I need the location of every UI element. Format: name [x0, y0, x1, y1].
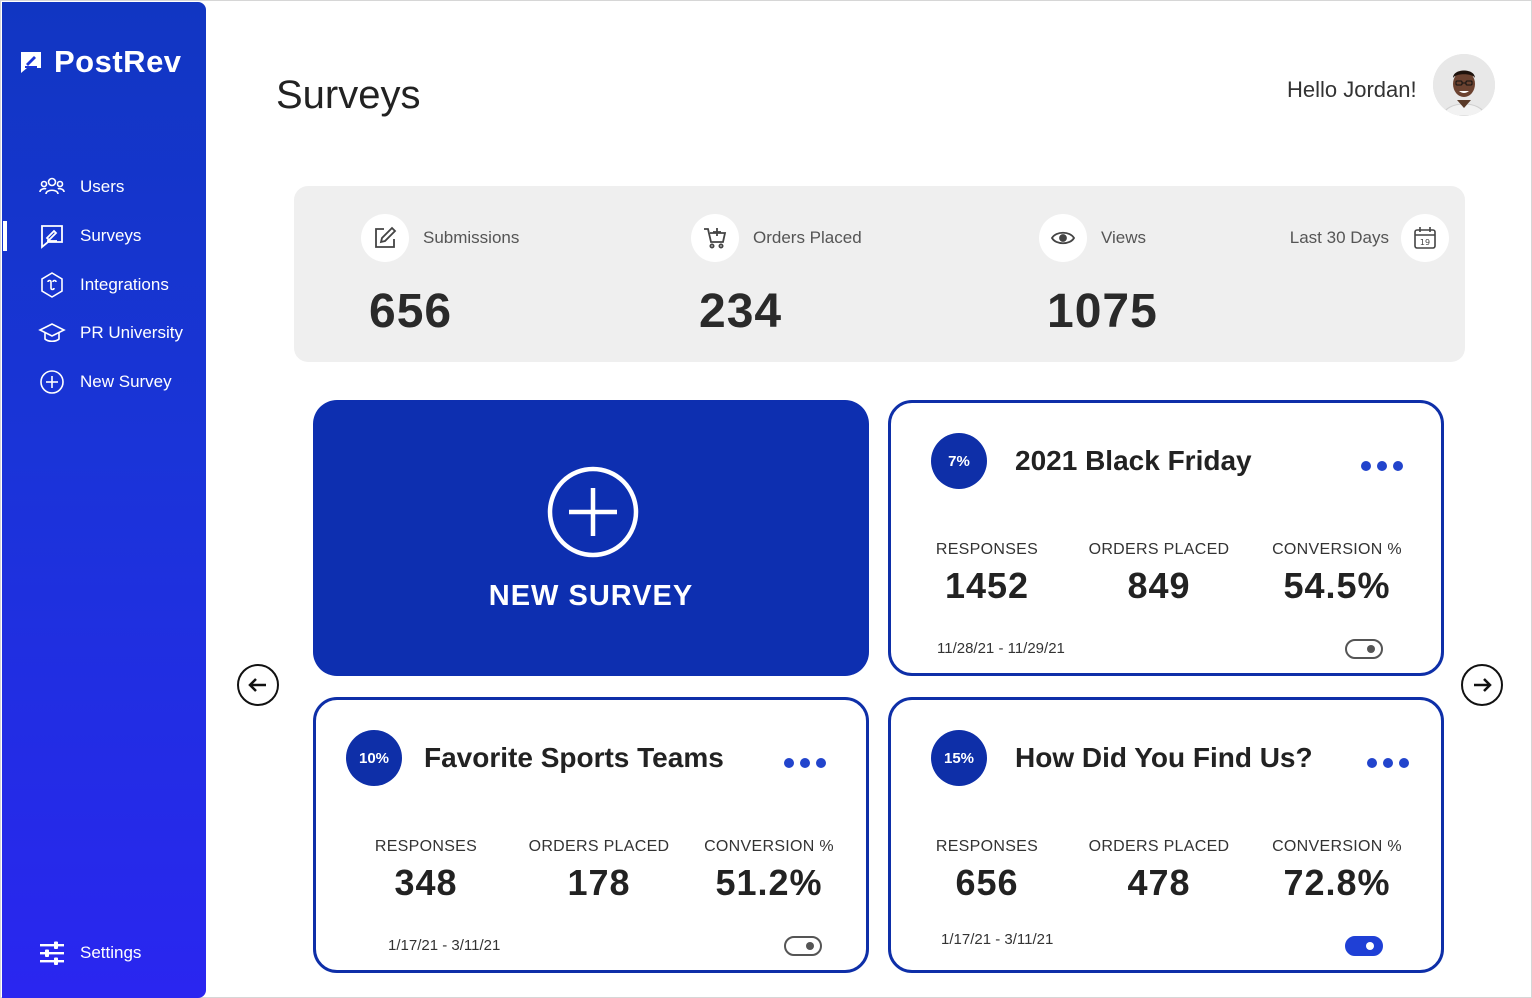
- stat-label: Orders Placed: [753, 228, 862, 247]
- survey-card[interactable]: 15% How Did You Find Us? RESPONSES 656 O…: [888, 697, 1444, 973]
- logo-icon: [21, 52, 41, 73]
- users-icon: [39, 177, 65, 195]
- avatar-image: [1433, 54, 1495, 116]
- svg-text:19: 19: [1420, 238, 1430, 247]
- conversion-badge: 7%: [931, 433, 987, 489]
- metric-orders: ORDERS PLACED 849: [1088, 541, 1230, 606]
- avatar[interactable]: [1433, 54, 1495, 116]
- metric-conversion: CONVERSION % 51.2%: [704, 838, 834, 903]
- more-options-button[interactable]: [784, 758, 826, 768]
- arrow-right-icon: [1474, 678, 1492, 692]
- sidebar-item-label: New Survey: [80, 372, 172, 391]
- active-nav-indicator: [3, 221, 7, 251]
- metric-responses: RESPONSES 656: [935, 838, 1039, 903]
- metric-orders: ORDERS PLACED 478: [1088, 838, 1230, 903]
- sidebar-item-label: Users: [80, 177, 125, 196]
- survey-title: 2021 Black Friday: [1015, 445, 1252, 476]
- survey-card[interactable]: 7% 2021 Black Friday RESPONSES 1452 ORDE…: [888, 400, 1444, 676]
- stat-value: 656: [369, 285, 453, 338]
- stat-label: Submissions: [423, 228, 520, 247]
- page-title: Surveys: [276, 73, 421, 117]
- conversion-badge: 15%: [931, 730, 987, 786]
- stat-submissions: Submissions 656: [361, 214, 519, 339]
- sidebar-item-label: PR University: [80, 323, 183, 342]
- date-range-label: Last 30 Days: [1289, 228, 1389, 247]
- plus-circle-icon: [40, 370, 64, 394]
- survey-active-toggle[interactable]: [1345, 936, 1383, 956]
- plus-circle-icon: [547, 466, 639, 558]
- stat-value: 234: [699, 285, 783, 338]
- survey-date-range: 1/17/21 - 3/11/21: [388, 937, 501, 954]
- sidebar-item-pr-university[interactable]: PR University: [38, 319, 183, 347]
- sidebar-item-new-survey[interactable]: New Survey: [38, 368, 172, 396]
- metric-conversion: CONVERSION % 54.5%: [1272, 541, 1402, 606]
- calendar-icon[interactable]: 19: [1401, 214, 1449, 262]
- metric-responses: RESPONSES 1452: [935, 541, 1039, 606]
- sidebar-item-settings[interactable]: Settings: [38, 939, 141, 967]
- survey-active-toggle[interactable]: [1345, 639, 1383, 659]
- sidebar: PostRev Users Surveys Integrations: [2, 2, 206, 998]
- sidebar-item-integrations[interactable]: Integrations: [38, 271, 169, 299]
- graduation-cap-icon: [38, 323, 66, 343]
- new-survey-card[interactable]: NEW SURVEY: [313, 400, 869, 676]
- survey-active-toggle[interactable]: [784, 936, 822, 956]
- metric-orders: ORDERS PLACED 178: [528, 838, 670, 903]
- stat-views: Views 1075: [1039, 214, 1158, 339]
- user-greeting: Hello Jordan!: [1287, 77, 1417, 102]
- arrow-left-icon: [248, 678, 266, 692]
- metric-responses: RESPONSES 348: [374, 838, 478, 903]
- stat-orders: Orders Placed 234: [691, 214, 862, 339]
- survey-date-range: 1/17/21 - 3/11/21: [941, 931, 1054, 948]
- survey-title: How Did You Find Us?: [1015, 742, 1313, 773]
- survey-icon: [41, 225, 63, 249]
- date-range-picker[interactable]: Last 30 Days 19: [1290, 214, 1449, 262]
- survey-date-range: 11/28/21 - 11/29/21: [937, 640, 1065, 657]
- new-survey-label: NEW SURVEY: [488, 580, 694, 612]
- edit-icon: [361, 214, 409, 262]
- survey-card[interactable]: 10% Favorite Sports Teams RESPONSES 348 …: [313, 697, 869, 973]
- app-name: PostRev: [54, 44, 182, 79]
- sidebar-item-surveys[interactable]: Surveys: [38, 222, 141, 250]
- carousel-next-button[interactable]: [1461, 664, 1503, 706]
- sidebar-item-users[interactable]: Users: [38, 173, 124, 201]
- app-logo[interactable]: PostRev: [18, 44, 182, 80]
- sidebar-item-label: Settings: [80, 943, 142, 962]
- stat-label: Views: [1101, 228, 1147, 247]
- eye-icon: [1039, 214, 1087, 262]
- stats-panel: Submissions 656 Orders Placed 234: [294, 186, 1465, 362]
- sidebar-item-label: Integrations: [80, 275, 169, 294]
- sidebar-item-label: Surveys: [80, 226, 142, 245]
- metric-conversion: CONVERSION % 72.8%: [1272, 838, 1402, 903]
- integrations-icon: [41, 272, 63, 298]
- sliders-icon: [40, 941, 64, 965]
- carousel-prev-button[interactable]: [237, 664, 279, 706]
- cart-icon: [691, 214, 739, 262]
- more-options-button[interactable]: [1361, 461, 1403, 471]
- stat-value: 1075: [1047, 285, 1158, 338]
- conversion-badge: 10%: [346, 730, 402, 786]
- survey-title: Favorite Sports Teams: [424, 742, 724, 773]
- more-options-button[interactable]: [1367, 758, 1409, 768]
